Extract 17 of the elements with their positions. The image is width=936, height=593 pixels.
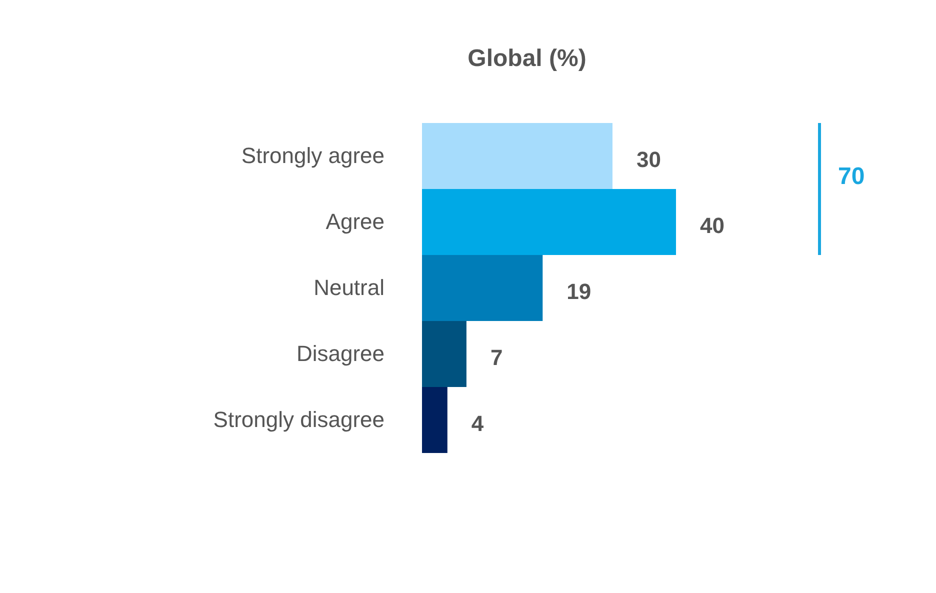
y-tick-label: Disagree bbox=[296, 341, 384, 366]
bar bbox=[422, 123, 612, 189]
y-tick-label: Agree bbox=[326, 209, 384, 234]
bar bbox=[422, 321, 466, 387]
bar bbox=[422, 255, 543, 321]
data-label: 7 bbox=[490, 345, 503, 370]
bar bbox=[422, 387, 448, 453]
text: 70 bbox=[838, 163, 865, 191]
data-label: 4 bbox=[471, 411, 484, 436]
data-label: 40 bbox=[700, 213, 724, 238]
y-tick-label: Neutral bbox=[314, 275, 384, 300]
data-label: 19 bbox=[566, 279, 592, 304]
bar bbox=[422, 189, 676, 255]
y-tick-label: Strongly disagree bbox=[213, 407, 384, 432]
data-label: 30 bbox=[636, 147, 661, 172]
y-tick-label: Strongly agree bbox=[241, 143, 384, 168]
chart-title: Global (%) bbox=[468, 45, 586, 72]
